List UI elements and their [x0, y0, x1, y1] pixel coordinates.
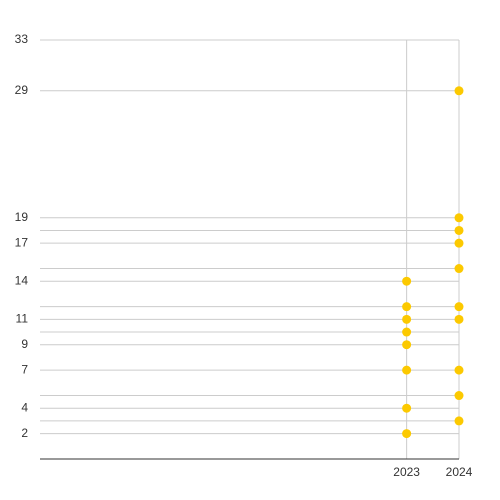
y-tick-label: 17 [15, 235, 29, 249]
point [454, 365, 464, 375]
point [402, 340, 412, 350]
x-tick-label: 2023 [393, 465, 420, 479]
point [402, 403, 412, 413]
point [402, 327, 412, 337]
y-tick-label: 7 [21, 362, 28, 376]
y-tick-label: 29 [15, 83, 29, 97]
point [454, 264, 464, 274]
point [454, 391, 464, 401]
y-tick-label: 9 [21, 337, 28, 351]
point [402, 302, 412, 312]
y-tick-label: 2 [21, 426, 28, 440]
point [454, 213, 464, 223]
point [454, 416, 464, 426]
y-tick-label: 33 [15, 32, 29, 46]
point [454, 86, 464, 96]
point [402, 314, 412, 324]
y-tick-label: 19 [15, 210, 29, 224]
point [454, 238, 464, 248]
point [454, 302, 464, 312]
point [402, 365, 412, 375]
x-tick-label: 2024 [446, 465, 473, 479]
y-tick-label: 11 [16, 312, 29, 326]
point [454, 225, 464, 235]
point [402, 429, 412, 439]
y-tick-label: 4 [21, 400, 28, 414]
point [454, 314, 464, 324]
point [402, 276, 412, 286]
y-tick-label: 14 [15, 273, 29, 287]
